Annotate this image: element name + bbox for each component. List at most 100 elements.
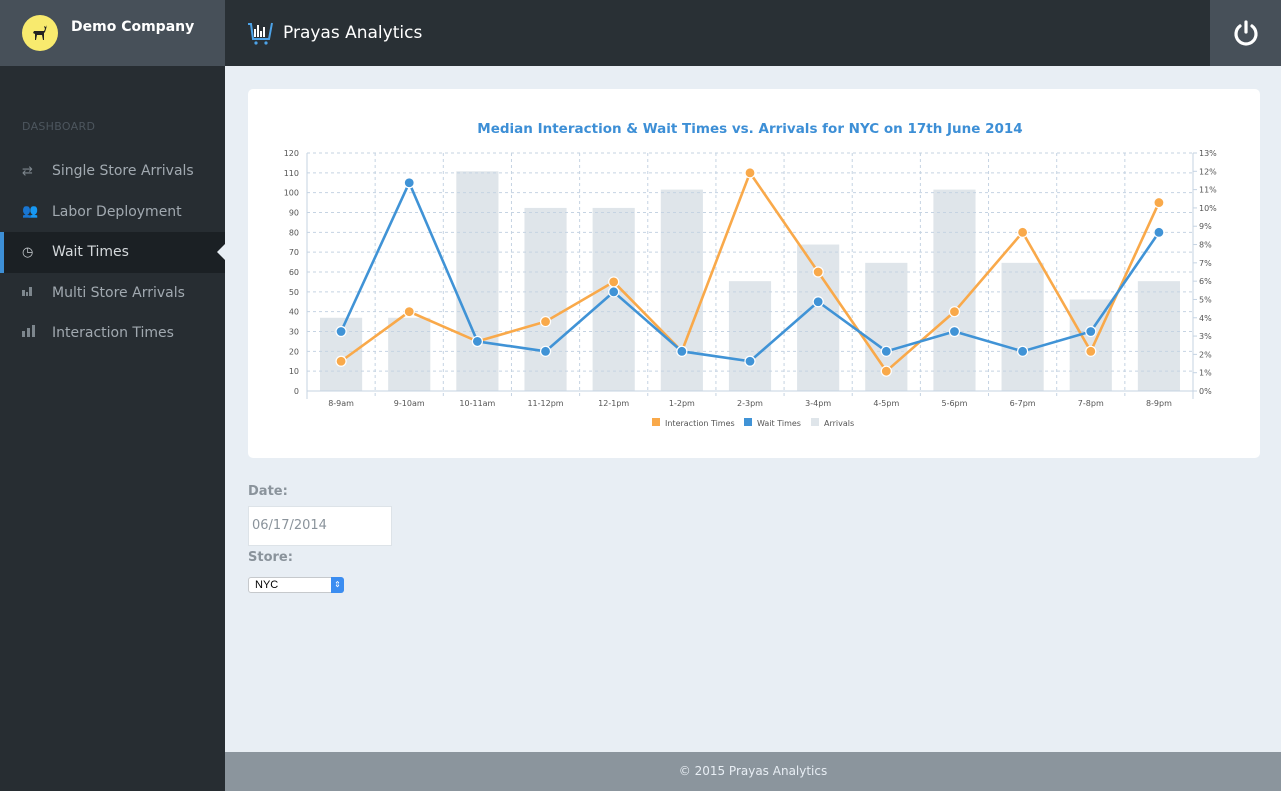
point-wait-times [335, 325, 347, 338]
y-left-tick-label: 90 [289, 209, 299, 218]
cart-chart-icon [248, 22, 273, 45]
point-wait-times [948, 325, 961, 338]
point-wait-times [608, 286, 620, 298]
legend-swatch [744, 418, 752, 426]
date-label: Date: [248, 484, 288, 499]
y-right-tick-label: 12% [1199, 167, 1217, 176]
y-right-tick-label: 13% [1199, 149, 1217, 158]
x-tick-label: 10-11am [459, 399, 495, 408]
chart-card: Median Interaction & Wait Times vs. Arri… [248, 89, 1260, 458]
nav-section-heading: DASHBOARD [22, 120, 96, 133]
bar-arrivals [524, 207, 567, 391]
point-interaction-times [1085, 345, 1097, 357]
sidebar-item-multi-store-arrivals[interactable]: Multi Store Arrivals [0, 273, 225, 314]
y-left-tick-label: 60 [289, 268, 299, 277]
bar-arrivals [456, 171, 499, 391]
point-wait-times [1017, 345, 1029, 357]
company-name: Demo Company [71, 19, 195, 35]
bar-arrivals [1137, 281, 1180, 391]
sidebar: Demo Company DASHBOARD ⇄ Single Store Arr… [0, 0, 225, 791]
sidebar-item-wait-times[interactable]: ◷ Wait Times [0, 232, 225, 273]
bar-arrivals [728, 281, 772, 391]
y-left-tick-label: 40 [289, 308, 299, 317]
point-wait-times [471, 335, 483, 348]
y-right-tick-label: 5% [1199, 295, 1212, 304]
sidebar-item-label: Labor Deployment [52, 203, 182, 220]
legend-label: Arrivals [824, 419, 854, 428]
sidebar-item-label: Wait Times [52, 244, 129, 261]
date-input[interactable]: 06/17/2014 [248, 506, 392, 546]
x-tick-label: 3-4pm [805, 399, 831, 408]
x-tick-label: 5-6pm [941, 399, 967, 408]
y-left-tick-label: 120 [284, 149, 299, 158]
point-wait-times [1085, 325, 1097, 338]
point-interaction-times [1153, 196, 1165, 209]
y-left-tick-label: 50 [289, 288, 299, 297]
point-interaction-times [539, 315, 552, 328]
sidebar-item-label: Multi Store Arrivals [52, 284, 185, 301]
bar-arrivals [1001, 262, 1044, 391]
y-left-tick-label: 10 [289, 367, 299, 376]
power-icon [1233, 20, 1258, 46]
point-wait-times [744, 355, 756, 367]
y-left-tick-label: 30 [289, 328, 299, 337]
y-left-tick-label: 0 [294, 387, 299, 396]
bar-chart-icon [22, 285, 52, 300]
bar-arrivals [660, 189, 703, 391]
x-tick-label: 9-10am [394, 399, 425, 408]
sidebar-item-label: Interaction Times [52, 325, 174, 342]
y-right-tick-label: 4% [1199, 314, 1212, 323]
bar-arrivals [388, 317, 431, 391]
legend-label: Wait Times [757, 419, 801, 428]
y-right-tick-label: 9% [1199, 222, 1212, 231]
y-right-tick-label: 0% [1199, 387, 1212, 396]
point-wait-times [676, 345, 688, 357]
app-title: Prayas Analytics [283, 23, 423, 43]
store-select[interactable]: NYC ⇕ [248, 577, 344, 593]
exchange-icon: ⇄ [22, 163, 33, 179]
bar-arrivals [592, 207, 635, 391]
sidebar-item-interaction-times[interactable]: Interaction Times [0, 313, 225, 354]
point-interaction-times [1017, 226, 1029, 238]
sidebar-item-single-store-arrivals[interactable]: ⇄ Single Store Arrivals [0, 151, 225, 192]
point-interaction-times [403, 306, 415, 318]
sidebar-item-label: Single Store Arrivals [52, 163, 194, 180]
point-wait-times [539, 345, 552, 357]
point-wait-times [1153, 226, 1165, 238]
point-wait-times [880, 345, 892, 357]
y-left-tick-label: 110 [284, 169, 299, 178]
y-left-tick-label: 70 [289, 248, 299, 257]
sidebar-item-labor-deployment[interactable]: 👥 Labor Deployment [0, 192, 225, 233]
bar-arrivals [933, 189, 976, 391]
point-wait-times [812, 296, 824, 308]
point-interaction-times [335, 355, 347, 367]
legend-label: Interaction Times [665, 419, 735, 428]
legend-swatch [811, 418, 819, 426]
y-right-tick-label: 3% [1199, 332, 1212, 341]
y-left-tick-label: 100 [284, 189, 299, 198]
x-tick-label: 8-9am [328, 399, 354, 408]
bar-arrivals [1069, 299, 1112, 391]
footer: © 2015 Prayas Analytics [225, 752, 1281, 791]
x-tick-label: 4-5pm [873, 399, 899, 408]
y-left-tick-label: 80 [289, 228, 299, 237]
top-bar: Prayas Analytics [225, 0, 1281, 66]
point-interaction-times [608, 276, 620, 288]
x-tick-label: 7-8pm [1078, 399, 1104, 408]
x-tick-label: 6-7pm [1010, 399, 1036, 408]
clock-icon: ◷ [22, 244, 34, 260]
company-brand[interactable]: Demo Company [0, 0, 225, 66]
logout-button[interactable] [1210, 0, 1281, 66]
y-right-tick-label: 7% [1199, 259, 1212, 268]
y-right-tick-label: 1% [1199, 369, 1212, 378]
x-tick-label: 2-3pm [737, 399, 763, 408]
y-right-tick-label: 2% [1199, 350, 1212, 359]
x-tick-label: 8-9pm [1146, 399, 1172, 408]
y-right-tick-label: 6% [1199, 277, 1212, 286]
signal-icon [22, 325, 52, 341]
point-interaction-times [948, 306, 961, 318]
x-tick-label: 1-2pm [669, 399, 695, 408]
y-right-tick-label: 10% [1199, 204, 1217, 213]
select-arrows-icon: ⇕ [331, 577, 344, 593]
filter-form: Date: 06/17/2014 Store: NYC ⇕ [248, 484, 392, 593]
